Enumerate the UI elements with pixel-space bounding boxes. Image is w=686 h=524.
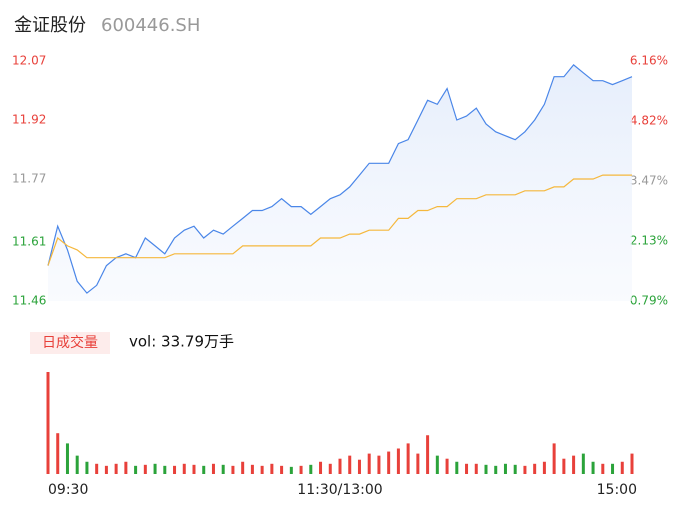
volume-bar <box>581 453 585 474</box>
volume-bar <box>562 458 566 474</box>
volume-bar <box>552 443 556 474</box>
line-average <box>47 174 632 266</box>
volume-bar <box>620 461 624 474</box>
volume-bar <box>357 459 361 474</box>
volume-bar <box>46 372 50 474</box>
volume-bar <box>289 466 293 474</box>
volume-bar <box>406 443 410 474</box>
y-tick-label: 11.92 <box>12 113 46 127</box>
y2-tick-label: 2.13% <box>630 234 668 248</box>
volume-bar <box>280 465 284 474</box>
volume-bar <box>250 464 254 474</box>
volume-bar <box>260 465 264 474</box>
volume-bar <box>192 464 196 474</box>
volume-bar <box>426 435 430 474</box>
volume-bar <box>56 433 60 474</box>
x-tick-label: 09:30 <box>48 482 88 498</box>
volume-bar <box>396 448 400 474</box>
volume-bar <box>85 461 89 474</box>
volume-bar <box>134 465 138 474</box>
volume-bar <box>338 458 342 474</box>
volume-bar <box>221 464 225 474</box>
volume-bar <box>416 453 420 474</box>
volume-bar <box>474 463 478 474</box>
volume-bar <box>513 464 517 474</box>
volume-bar <box>153 463 157 474</box>
title: 金证股份 <box>14 15 86 36</box>
volume-bar <box>484 464 488 474</box>
volume-bar <box>173 465 177 474</box>
volume-bar <box>445 458 449 474</box>
volume-bar <box>367 453 371 474</box>
volume-bar <box>319 461 323 474</box>
volume-bar <box>601 463 605 474</box>
y2-tick-label: 0.79% <box>630 294 668 308</box>
volume-label: vol: 33.79万手 <box>129 333 234 351</box>
volume-bar <box>202 465 206 474</box>
line-price <box>47 64 633 294</box>
volume-bar <box>455 461 459 474</box>
volume-bar <box>523 465 527 474</box>
volume-bar <box>435 455 439 474</box>
volume-bar <box>348 455 352 474</box>
volume-bar <box>611 463 615 474</box>
volume-bar <box>104 465 108 474</box>
volume-bar <box>124 461 128 474</box>
volume-bar <box>163 465 167 474</box>
y2-tick-label: 3.47% <box>630 174 668 188</box>
volume-bar <box>591 461 595 474</box>
volume-bar <box>533 463 537 474</box>
y-tick-label: 11.77 <box>12 172 46 186</box>
volume-bar <box>309 464 313 474</box>
x-tick-label: 15:00 <box>597 482 637 498</box>
volume-bar <box>503 463 507 474</box>
volume-bar <box>377 455 381 474</box>
volume-bar <box>95 463 99 474</box>
y-tick-label: 11.46 <box>12 294 46 308</box>
volume-bar <box>542 461 546 474</box>
volume-bar <box>75 455 79 474</box>
volume-bar <box>494 465 498 474</box>
volume-bar <box>65 443 69 474</box>
y-tick-label: 11.61 <box>12 234 46 248</box>
volume-bar <box>299 465 303 474</box>
volume-legend: 日成交量 <box>42 334 98 351</box>
volume-bar <box>387 451 391 474</box>
legend-bg <box>30 332 110 354</box>
volume-bar <box>114 463 118 474</box>
volume-bar <box>182 463 186 474</box>
volume-bar <box>465 463 469 474</box>
volume-bar <box>270 463 274 474</box>
stock-code: 600446.SH <box>101 15 200 36</box>
volume-bar <box>143 464 147 474</box>
y2-tick-label: 4.82% <box>630 113 668 127</box>
volume-bar <box>241 461 245 474</box>
volume-bar <box>211 463 215 474</box>
volume-bar <box>231 465 235 474</box>
price-area <box>48 64 632 302</box>
volume-bar <box>630 453 634 474</box>
x-tick-label: 11:30/13:00 <box>297 482 382 498</box>
y-tick-label: 12.07 <box>12 54 46 68</box>
y2-tick-label: 6.16% <box>630 54 668 68</box>
volume-bar <box>572 455 576 474</box>
volume-bar <box>328 463 332 474</box>
